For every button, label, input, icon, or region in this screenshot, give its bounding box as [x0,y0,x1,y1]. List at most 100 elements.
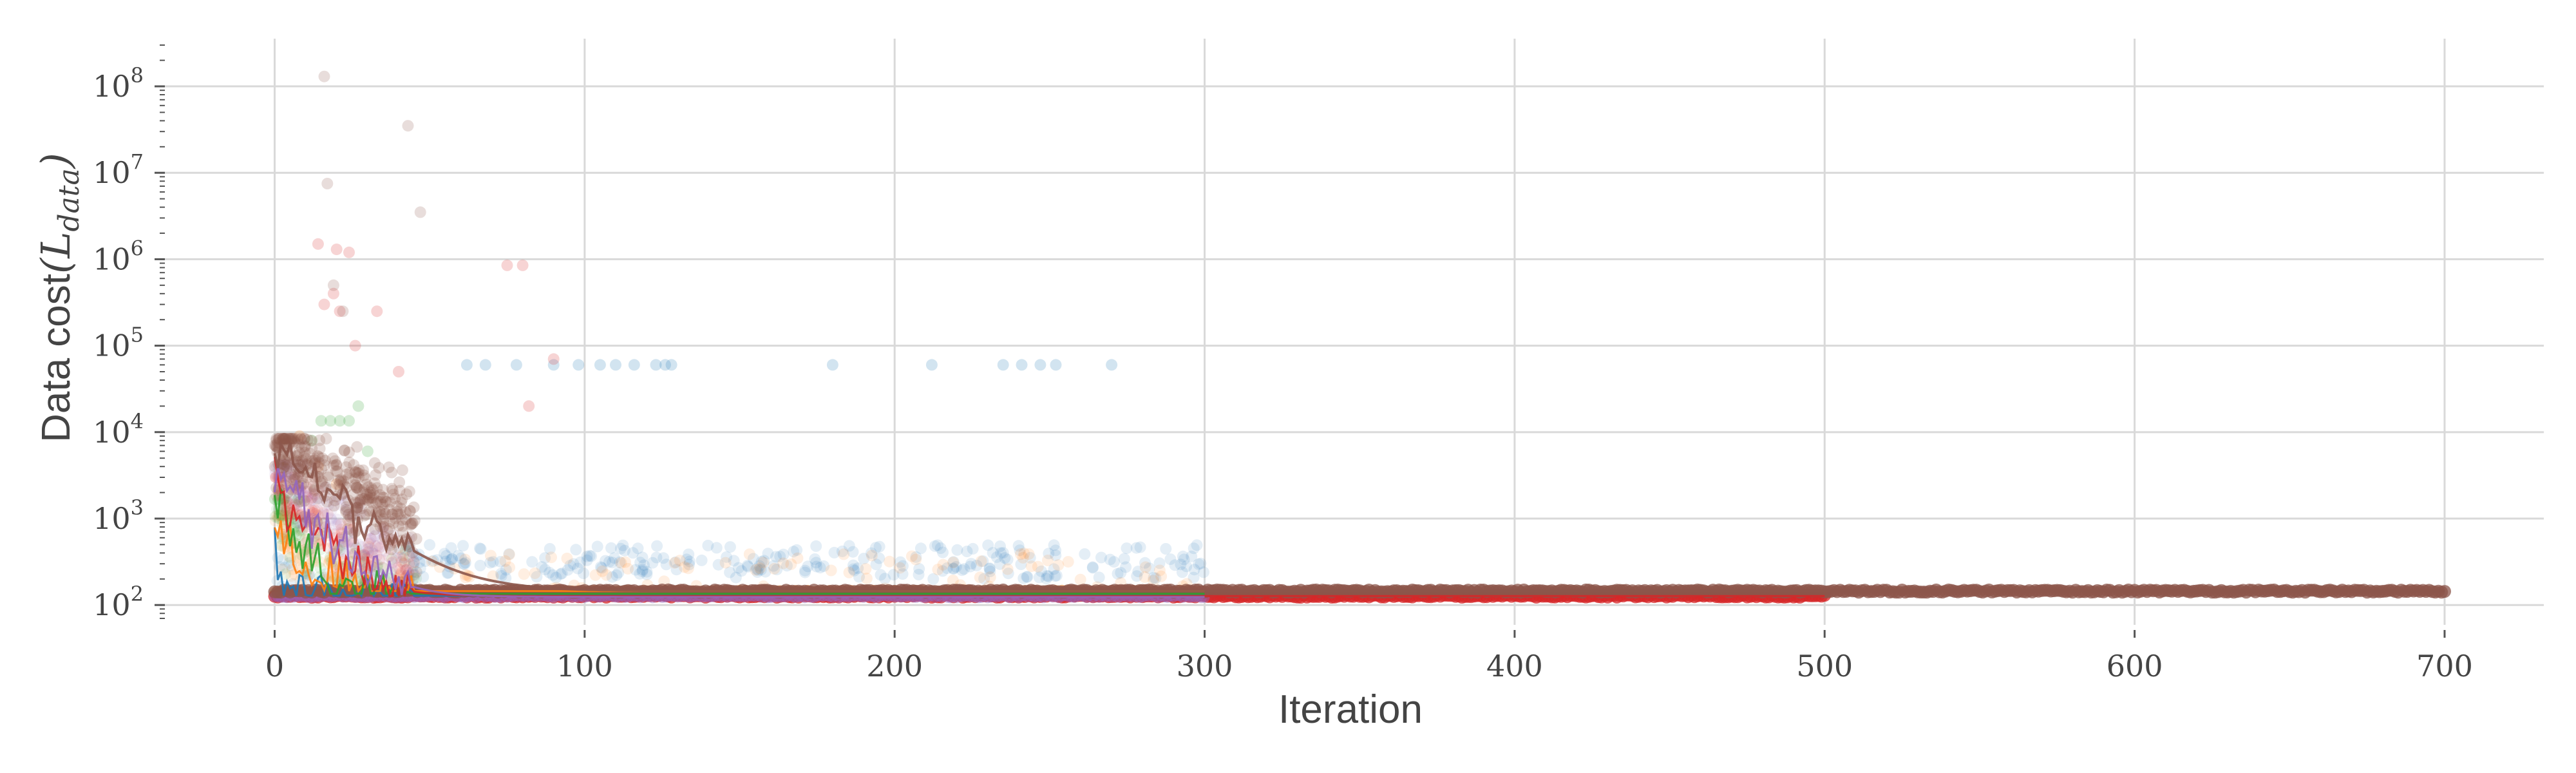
x-tick-label: 200 [866,649,923,683]
data-point [896,560,909,572]
data-point [724,566,736,578]
data-point [408,555,420,568]
data-point [352,467,365,479]
data-point [362,481,374,493]
data-point [282,433,294,444]
data-point [410,572,422,584]
data-point [349,479,361,490]
data-point [365,533,377,544]
data-point [683,555,696,568]
data-point [354,496,366,508]
data-point [1012,540,1025,552]
data-point [404,504,416,517]
data-point [910,551,922,563]
data-point [371,561,383,573]
data-point [1049,570,1061,582]
data-point [583,549,596,562]
data-point [828,546,840,558]
data-point [338,444,350,456]
data-point [659,359,671,371]
data-point [936,565,949,577]
data-point [293,446,305,459]
data-point [1139,557,1151,569]
data-point [500,564,512,576]
data-point [397,549,409,561]
data-point [353,464,365,476]
data-point [636,565,649,577]
data-point [330,465,342,477]
data-point [614,542,627,555]
data-point [369,530,381,542]
data-point [982,539,994,551]
data-point [1048,539,1060,551]
data-point [396,493,408,506]
data-point [526,556,538,568]
data-point [276,433,289,445]
data-point [402,120,414,132]
data-point [573,359,585,371]
data-point [606,571,618,583]
data-point [279,433,291,444]
data-point [1016,359,1028,371]
data-point [316,475,328,487]
data-point [280,463,292,475]
data-point [301,482,313,494]
data-point [1040,573,1052,585]
data-point [292,433,304,444]
y-tick-label: 108 [93,63,144,104]
data-point [307,488,319,500]
series-line [274,466,1205,598]
data-point [326,504,338,515]
data-point [752,566,764,578]
data-point [366,544,379,556]
data-point [393,476,406,488]
data-point [358,469,370,481]
data-point [306,493,318,506]
data-point [947,575,959,587]
data-point [591,540,603,553]
data-point [1121,542,1133,555]
data-point [441,567,453,579]
data-point [285,493,298,505]
data-point [343,415,355,427]
data-point [1160,543,1172,555]
data-point [287,495,299,507]
data-point [809,553,821,565]
data-point [995,547,1007,559]
data-point [281,460,293,472]
data-point [406,566,419,578]
data-point [440,549,453,562]
data-point [866,547,877,559]
data-point [296,455,308,467]
data-point [983,563,996,575]
data-point [393,484,406,497]
data-point [368,488,380,501]
data-point [270,433,283,444]
data-point [724,541,736,553]
data-point [351,502,363,514]
data-point [365,533,377,545]
data-point [327,452,339,464]
data-point [594,359,606,371]
y-tick-label: 107 [93,149,144,190]
data-point [1002,568,1014,580]
data-point [503,548,515,560]
data-point [376,499,388,511]
data-point [742,560,754,573]
data-point [424,539,436,551]
data-point [762,548,774,560]
data-point [925,359,938,371]
data-point [417,571,430,583]
data-point [999,552,1011,564]
data-point [460,359,473,371]
data-point [495,570,507,582]
data-point [721,551,733,563]
data-point [338,444,350,457]
data-point [395,497,407,509]
data-point [321,178,334,189]
data-point [1104,553,1116,566]
data-point [947,562,960,575]
data-point [397,552,410,564]
data-point [396,464,408,476]
